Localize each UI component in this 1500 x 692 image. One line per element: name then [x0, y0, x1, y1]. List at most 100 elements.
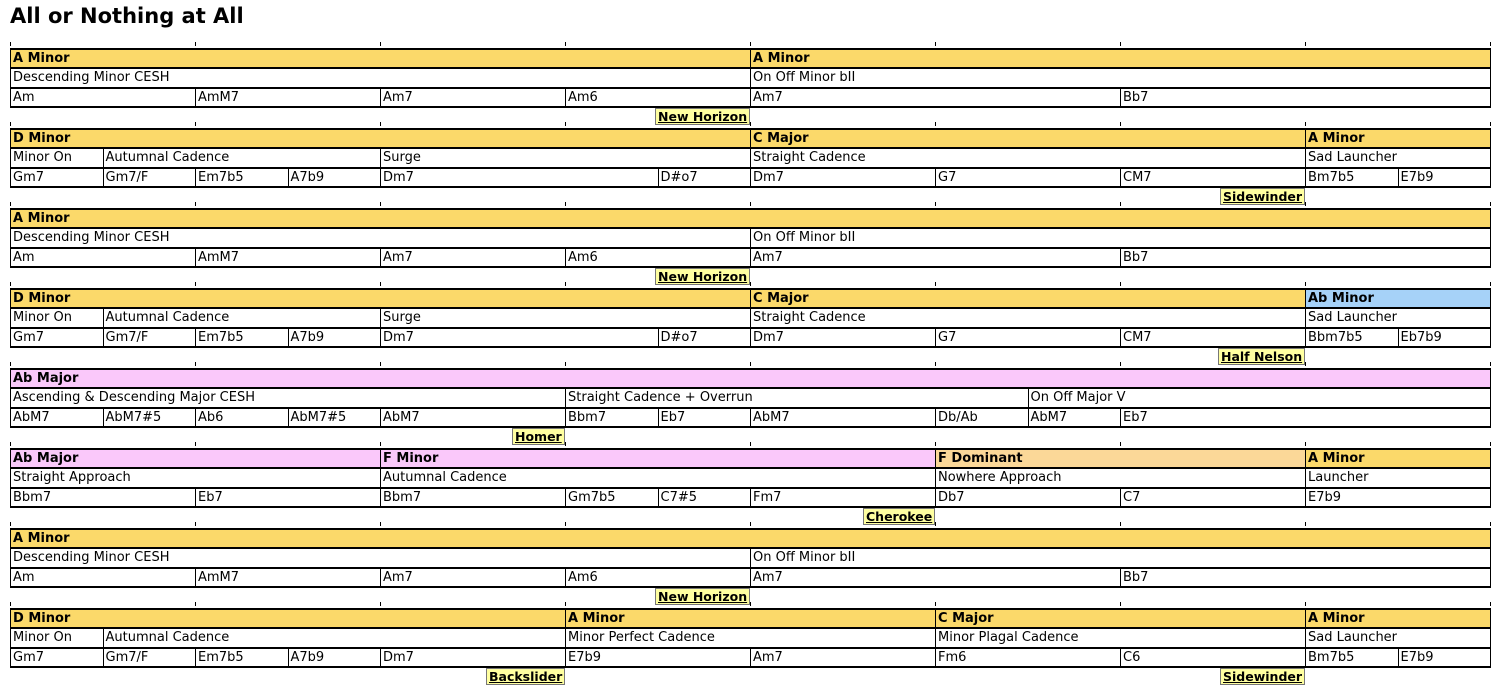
chord-cell-dm7[interactable]: Dm7 [750, 328, 936, 348]
join-label-backslider[interactable]: Backslider [486, 668, 566, 685]
chord-cell-db-ab[interactable]: Db/Ab [935, 408, 1029, 428]
chord-cell-abm7[interactable]: AbM7 [380, 408, 566, 428]
chord-cell-g7[interactable]: G7 [935, 168, 1121, 188]
brick-cell-nowhere-approach[interactable]: Nowhere Approach [935, 468, 1306, 488]
join-label-new-horizon[interactable]: New Horizon [655, 268, 751, 285]
key-cell-c-major[interactable]: C Major [750, 288, 1306, 308]
chord-cell-bbm7[interactable]: Bbm7 [380, 488, 566, 508]
chord-cell-bb7[interactable]: Bb7 [1120, 88, 1491, 108]
chord-cell-g7[interactable]: G7 [935, 328, 1121, 348]
chord-cell-dm7[interactable]: Dm7 [750, 168, 936, 188]
chord-cell-bm7b5[interactable]: Bm7b5 [1305, 168, 1399, 188]
chord-cell-gm7-f[interactable]: Gm7/F [102, 328, 196, 348]
chord-cell-d-o7[interactable]: D#o7 [657, 328, 751, 348]
chord-cell-bbm7[interactable]: Bbm7 [565, 408, 659, 428]
chord-cell-gm7b5[interactable]: Gm7b5 [565, 488, 659, 508]
chord-cell-em7b5[interactable]: Em7b5 [195, 648, 289, 668]
brick-cell-surge[interactable]: Surge [380, 148, 751, 168]
key-cell-a-minor[interactable]: A Minor [1305, 448, 1491, 468]
key-cell-a-minor[interactable]: A Minor [10, 528, 1491, 548]
chord-cell-amm7[interactable]: AmM7 [195, 88, 381, 108]
brick-cell-straight-cadence-overrun[interactable]: Straight Cadence + Overrun [565, 388, 1029, 408]
chord-cell-am7[interactable]: Am7 [750, 88, 1121, 108]
key-cell-a-minor[interactable]: A Minor [10, 208, 1491, 228]
brick-cell-straight-cadence[interactable]: Straight Cadence [750, 308, 1306, 328]
brick-cell-minor-perfect-cadence[interactable]: Minor Perfect Cadence [565, 628, 936, 648]
chord-cell-amm7[interactable]: AmM7 [195, 568, 381, 588]
key-cell-ab-major[interactable]: Ab Major [10, 448, 381, 468]
chord-cell-ab6[interactable]: Ab6 [195, 408, 289, 428]
key-cell-d-minor[interactable]: D Minor [10, 128, 751, 148]
join-label-sidewinder[interactable]: Sidewinder [1220, 668, 1306, 685]
key-cell-d-minor[interactable]: D Minor [10, 608, 566, 628]
brick-cell-autumnal-cadence[interactable]: Autumnal Cadence [380, 468, 936, 488]
chord-cell-am7[interactable]: Am7 [380, 568, 566, 588]
brick-cell-straight-approach[interactable]: Straight Approach [10, 468, 381, 488]
join-label-sidewinder[interactable]: Sidewinder [1220, 188, 1306, 205]
brick-cell-ascending-descending-major-cesh[interactable]: Ascending & Descending Major CESH [10, 388, 566, 408]
brick-cell-sad-launcher[interactable]: Sad Launcher [1305, 628, 1491, 648]
chord-cell-eb7b9[interactable]: Eb7b9 [1397, 328, 1491, 348]
key-cell-a-minor[interactable]: A Minor [1305, 608, 1491, 628]
brick-cell-autumnal-cadence[interactable]: Autumnal Cadence [102, 308, 381, 328]
brick-cell-straight-cadence[interactable]: Straight Cadence [750, 148, 1306, 168]
join-label-new-horizon[interactable]: New Horizon [655, 588, 751, 605]
brick-cell-surge[interactable]: Surge [380, 308, 751, 328]
chord-cell-am[interactable]: Am [10, 88, 196, 108]
brick-cell-minor-on[interactable]: Minor On [10, 308, 104, 328]
chord-cell-c6[interactable]: C6 [1120, 648, 1306, 668]
chord-cell-am6[interactable]: Am6 [565, 88, 751, 108]
chord-cell-eb7[interactable]: Eb7 [195, 488, 381, 508]
key-cell-f-dominant[interactable]: F Dominant [935, 448, 1306, 468]
chord-cell-d-o7[interactable]: D#o7 [657, 168, 751, 188]
chord-cell-fm6[interactable]: Fm6 [935, 648, 1121, 668]
chord-cell-cm7[interactable]: CM7 [1120, 328, 1306, 348]
chord-cell-am7[interactable]: Am7 [750, 248, 1121, 268]
key-cell-ab-minor[interactable]: Ab Minor [1305, 288, 1491, 308]
chord-cell-bb7[interactable]: Bb7 [1120, 248, 1491, 268]
chord-cell-am7[interactable]: Am7 [380, 88, 566, 108]
chord-cell-am7[interactable]: Am7 [380, 248, 566, 268]
chord-cell-am7[interactable]: Am7 [750, 648, 936, 668]
key-cell-ab-major[interactable]: Ab Major [10, 368, 1491, 388]
chord-cell-am[interactable]: Am [10, 568, 196, 588]
brick-cell-descending-minor-cesh[interactable]: Descending Minor CESH [10, 228, 751, 248]
chord-cell-c7[interactable]: C7 [1120, 488, 1306, 508]
join-label-half-nelson[interactable]: Half Nelson [1218, 348, 1306, 365]
chord-cell-a7b9[interactable]: A7b9 [287, 168, 381, 188]
chord-cell-am[interactable]: Am [10, 248, 196, 268]
chord-cell-eb7[interactable]: Eb7 [1120, 408, 1491, 428]
brick-cell-descending-minor-cesh[interactable]: Descending Minor CESH [10, 548, 751, 568]
join-label-new-horizon[interactable]: New Horizon [655, 108, 751, 125]
key-cell-a-minor[interactable]: A Minor [1305, 128, 1491, 148]
chord-cell-a7b9[interactable]: A7b9 [287, 328, 381, 348]
chord-cell-abm7[interactable]: AbM7 [10, 408, 104, 428]
key-cell-a-minor[interactable]: A Minor [10, 48, 751, 68]
chord-cell-bb7[interactable]: Bb7 [1120, 568, 1491, 588]
chord-cell-e7b9[interactable]: E7b9 [1397, 168, 1491, 188]
chord-cell-abm7[interactable]: AbM7 [750, 408, 936, 428]
key-cell-f-minor[interactable]: F Minor [380, 448, 936, 468]
brick-cell-sad-launcher[interactable]: Sad Launcher [1305, 148, 1491, 168]
chord-cell-gm7-f[interactable]: Gm7/F [102, 168, 196, 188]
chord-cell-gm7[interactable]: Gm7 [10, 648, 104, 668]
chord-cell-a7b9[interactable]: A7b9 [287, 648, 381, 668]
brick-cell-on-off-major-v[interactable]: On Off Major V [1027, 388, 1491, 408]
chord-cell-bm7b5[interactable]: Bm7b5 [1305, 648, 1399, 668]
brick-cell-launcher[interactable]: Launcher [1305, 468, 1491, 488]
join-label-homer[interactable]: Homer [512, 428, 565, 445]
brick-cell-minor-on[interactable]: Minor On [10, 148, 104, 168]
brick-cell-on-off-minor-bii[interactable]: On Off Minor bII [750, 228, 1491, 248]
chord-cell-db7[interactable]: Db7 [935, 488, 1121, 508]
chord-cell-em7b5[interactable]: Em7b5 [195, 328, 289, 348]
key-cell-c-major[interactable]: C Major [750, 128, 1306, 148]
key-cell-a-minor[interactable]: A Minor [750, 48, 1491, 68]
chord-cell-abm7-5[interactable]: AbM7#5 [287, 408, 381, 428]
chord-cell-dm7[interactable]: Dm7 [380, 328, 659, 348]
brick-cell-descending-minor-cesh[interactable]: Descending Minor CESH [10, 68, 751, 88]
key-cell-a-minor[interactable]: A Minor [565, 608, 936, 628]
key-cell-d-minor[interactable]: D Minor [10, 288, 751, 308]
key-cell-c-major[interactable]: C Major [935, 608, 1306, 628]
chord-cell-gm7[interactable]: Gm7 [10, 168, 104, 188]
brick-cell-sad-launcher[interactable]: Sad Launcher [1305, 308, 1491, 328]
